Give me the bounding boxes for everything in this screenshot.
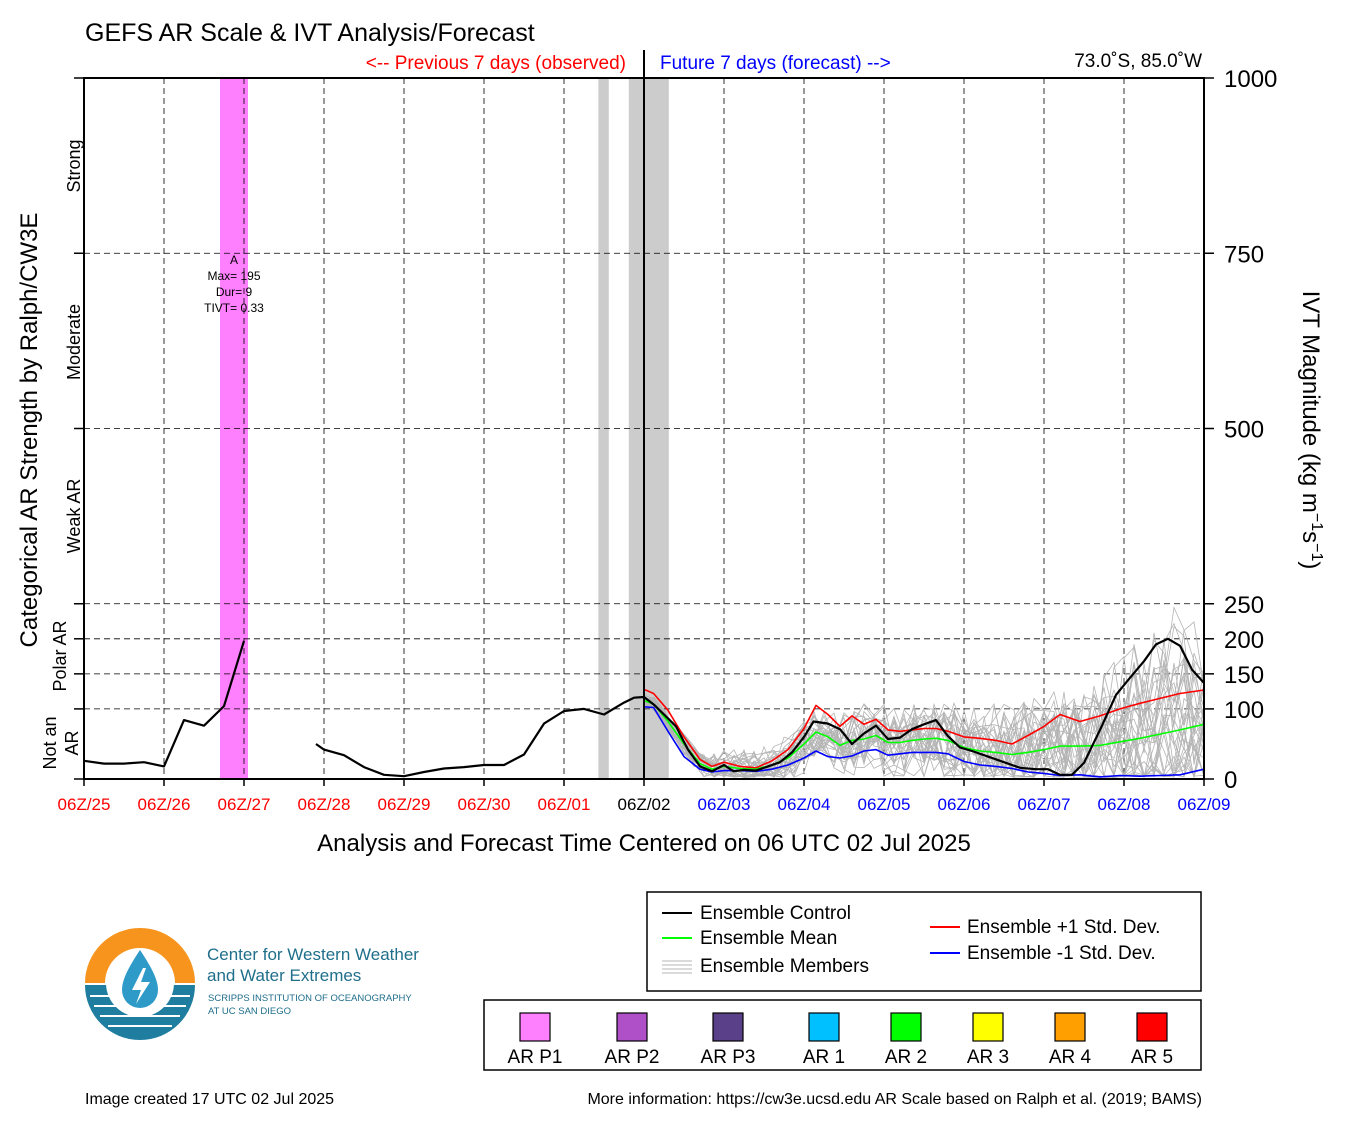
footer-info: More information: https://cw3e.ucsd.edu … bbox=[587, 1091, 1202, 1108]
footer-created: Image created 17 UTC 02 Jul 2025 bbox=[85, 1091, 334, 1108]
category-labels: Strong Moderate Weak AR Polar AR Not an A… bbox=[40, 139, 84, 769]
ensemble-member-line bbox=[643, 682, 1205, 778]
y-tick-label: 200 bbox=[1224, 627, 1264, 654]
y-tick-label: 750 bbox=[1224, 241, 1264, 268]
legend-members-swatch bbox=[662, 960, 692, 974]
ensemble-1-std-dev-line bbox=[643, 688, 1205, 769]
y-tick-label: 1000 bbox=[1224, 66, 1277, 93]
y-tick-label: 150 bbox=[1224, 662, 1264, 689]
y-tick-label: 0 bbox=[1224, 767, 1237, 794]
ar-legend-label: AR P1 bbox=[508, 1047, 563, 1068]
ensemble-control-line bbox=[315, 637, 1205, 778]
legend-control-label: Ensemble Control bbox=[700, 903, 851, 924]
x-tick-label: 06Z/28 bbox=[298, 795, 351, 814]
annotation-tivt: TIVT= 0.33 bbox=[204, 301, 264, 315]
chart-title: GEFS AR Scale & IVT Analysis/Forecast bbox=[85, 19, 535, 47]
logo-line-4: AT UC SAN DIEGO bbox=[208, 1006, 291, 1017]
x-tick-label: 06Z/05 bbox=[858, 795, 911, 814]
previous-days-label: <-- Previous 7 days (observed) bbox=[366, 53, 626, 74]
annotation-dur: Dur= 9 bbox=[216, 285, 253, 299]
shaded-periods bbox=[220, 78, 669, 779]
x-tick-label: 06Z/25 bbox=[58, 795, 111, 814]
ar-legend-swatch bbox=[890, 1012, 922, 1042]
left-axis-label: Categorical AR Strength by Ralph/CW3E bbox=[16, 213, 43, 648]
ar-legend-label: AR P3 bbox=[701, 1047, 756, 1068]
cw3e-logo: Center for Western Weather and Water Ext… bbox=[85, 928, 419, 1040]
legend-members-label: Ensemble Members bbox=[700, 956, 869, 977]
x-tick-label: 06Z/08 bbox=[1098, 795, 1151, 814]
x-tick-label: 06Z/07 bbox=[1018, 795, 1071, 814]
series-lines bbox=[83, 637, 1205, 778]
x-tick-label: 06Z/30 bbox=[458, 795, 511, 814]
ar-event-annotation: A Max= 195 Dur= 9 TIVT= 0.33 bbox=[204, 253, 264, 315]
ar-legend-swatch bbox=[616, 1012, 648, 1042]
ar-legend-swatch bbox=[1054, 1012, 1086, 1042]
ensemble-control-line bbox=[83, 640, 246, 768]
x-tick-label: 06Z/02 bbox=[618, 795, 671, 814]
ar-legend-label: AR 1 bbox=[803, 1047, 845, 1068]
ar-legend-swatch bbox=[519, 1012, 551, 1042]
future-days-label: Future 7 days (forecast) --> bbox=[660, 53, 891, 74]
ar-legend-swatch bbox=[808, 1012, 840, 1042]
shaded-period bbox=[598, 78, 609, 779]
x-tick-label: 06Z/04 bbox=[778, 795, 831, 814]
ensemble-1-std-dev-line bbox=[643, 706, 1205, 778]
x-tick-label: 06Z/03 bbox=[698, 795, 751, 814]
category-weak: Weak AR bbox=[64, 479, 84, 554]
category-moderate: Moderate bbox=[64, 304, 84, 380]
logo-line-1: Center for Western Weather bbox=[207, 945, 419, 964]
category-not-an-ar: Not an AR bbox=[40, 716, 82, 769]
ar-legend-items: AR P1 AR P2 AR P3 AR 1 AR 2 AR 3 AR 4 AR 5 bbox=[508, 1012, 1173, 1068]
x-tick-label: 06Z/26 bbox=[138, 795, 191, 814]
axis-ticks: 06Z/25 06Z/26 06Z/27 06Z/28 06Z/29 06Z/30 06Z/… bbox=[58, 66, 1278, 814]
ar-legend-swatch bbox=[1136, 1012, 1168, 1042]
legend-plus-label: Ensemble +1 Std. Dev. bbox=[967, 917, 1160, 938]
x-tick-label: 06Z/01 bbox=[538, 795, 591, 814]
ar-legend-label: AR 4 bbox=[1049, 1047, 1092, 1068]
logo-line-2: and Water Extremes bbox=[207, 966, 361, 985]
right-axis-label: IVT Magnitude (kg m−1s−1) bbox=[1297, 291, 1325, 570]
x-tick-label: 06Z/29 bbox=[378, 795, 431, 814]
ensemble-member-line bbox=[643, 638, 1205, 779]
annotation-letter: A bbox=[230, 253, 238, 267]
ar-legend-swatch bbox=[712, 1012, 744, 1042]
ensemble-member-line bbox=[643, 661, 1205, 772]
legend-minus-label: Ensemble -1 Std. Dev. bbox=[967, 943, 1156, 964]
ar-legend-label: AR 3 bbox=[967, 1047, 1009, 1068]
logo-sun-arc bbox=[85, 928, 195, 983]
line-legend-box bbox=[646, 891, 1202, 992]
ar-legend-label: AR 2 bbox=[885, 1047, 927, 1068]
lightning-icon bbox=[132, 968, 150, 1004]
x-tick-label: 06Z/27 bbox=[218, 795, 271, 814]
legend-mean-label: Ensemble Mean bbox=[700, 928, 837, 949]
ensemble-member-line bbox=[643, 698, 1205, 778]
ensemble-member-line bbox=[643, 703, 1205, 778]
x-axis-label: Analysis and Forecast Time Centered on 0… bbox=[317, 830, 971, 857]
x-tick-label: 06Z/06 bbox=[938, 795, 991, 814]
ar-legend-label: AR P2 bbox=[605, 1047, 660, 1068]
x-tick-label: 06Z/09 bbox=[1178, 795, 1231, 814]
location-label: 73.0˚S, 85.0˚W bbox=[1074, 51, 1202, 72]
y-tick-label: 500 bbox=[1224, 417, 1264, 444]
y-tick-label: 250 bbox=[1224, 592, 1264, 619]
logo-line-3: SCRIPPS INSTITUTION OF OCEANOGRAPHY bbox=[208, 993, 412, 1004]
ar-legend-swatch bbox=[972, 1012, 1004, 1042]
ar-legend-label: AR 5 bbox=[1131, 1047, 1173, 1068]
annotation-max: Max= 195 bbox=[207, 269, 260, 283]
category-polar: Polar AR bbox=[50, 620, 70, 691]
y-tick-label: 100 bbox=[1224, 697, 1264, 724]
category-strong: Strong bbox=[64, 139, 84, 192]
